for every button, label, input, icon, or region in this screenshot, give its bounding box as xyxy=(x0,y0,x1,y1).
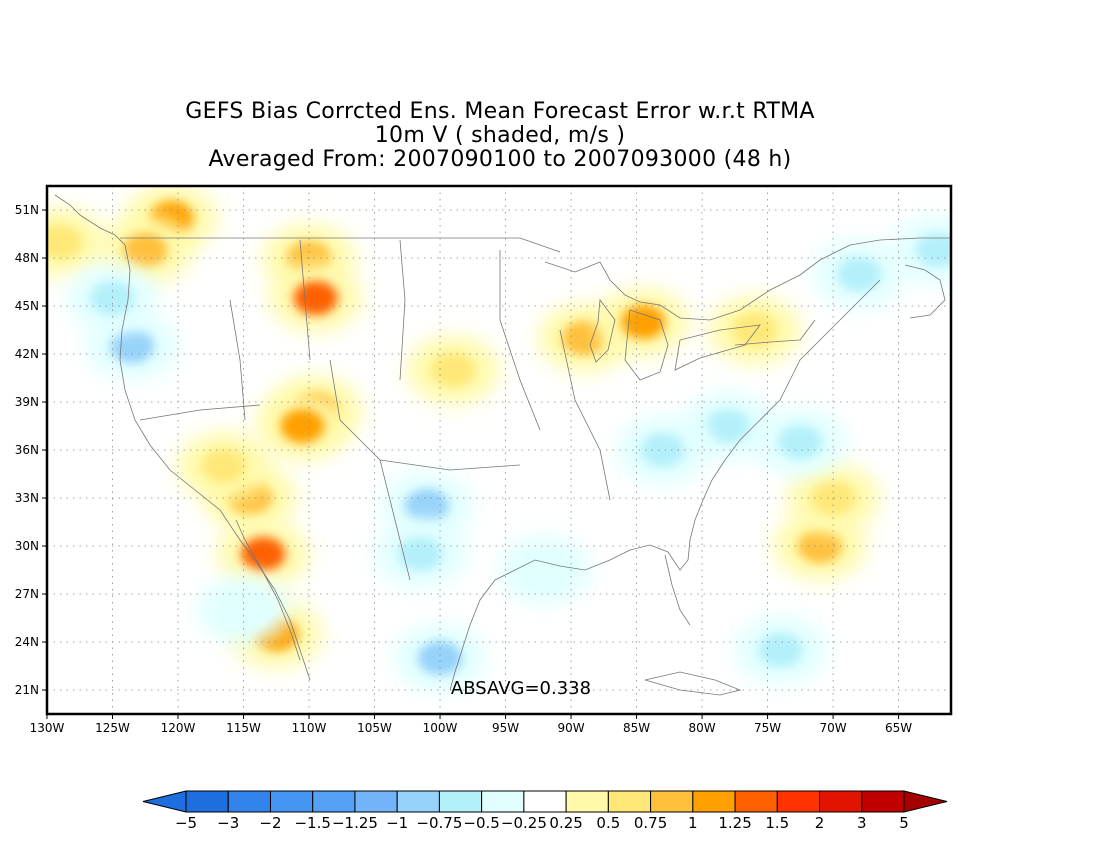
anomaly-core xyxy=(797,529,842,563)
lat-label: 27N xyxy=(15,587,39,601)
lon-label: 110W xyxy=(292,721,327,735)
anomaly-core xyxy=(47,225,83,259)
lat-label: 36N xyxy=(15,443,39,457)
lon-label: 100W xyxy=(423,721,458,735)
colorbar-label: −1.5 xyxy=(294,814,330,832)
map-field xyxy=(47,186,951,714)
lon-label: 65W xyxy=(885,721,912,735)
colorbar-label: −0.25 xyxy=(501,814,547,832)
colorbar-swatch xyxy=(354,790,398,813)
lon-label: 90W xyxy=(557,721,584,735)
colorbar-label: 1.5 xyxy=(765,814,789,832)
colorbar-swatch xyxy=(396,790,440,813)
colorbar-swatch xyxy=(185,790,229,813)
lat-label: 24N xyxy=(15,635,39,649)
colorbar xyxy=(142,790,948,813)
colorbar-label: 1.25 xyxy=(718,814,751,832)
lon-label: 70W xyxy=(820,721,847,735)
colorbar-label: 3 xyxy=(857,814,867,832)
anomaly-core xyxy=(431,353,476,387)
lon-label: 115W xyxy=(226,721,261,735)
anomaly-core xyxy=(201,449,246,483)
colorbar-label: −1.25 xyxy=(332,814,378,832)
anomaly-core xyxy=(293,281,338,315)
colorbar-swatch xyxy=(819,790,863,813)
lat-label: 45N xyxy=(15,299,39,313)
anomaly-core xyxy=(837,257,882,291)
lon-label: 85W xyxy=(623,721,650,735)
colorbar-label: −5 xyxy=(175,814,197,832)
longitude-labels: 130W 125W 120W 115W 110W 105W 100W 95W 90W 85W 80W… xyxy=(30,714,912,735)
anomaly-core xyxy=(621,305,666,339)
lat-label: 33N xyxy=(15,491,39,505)
lat-lon-grid xyxy=(47,186,951,714)
title-line-1: GEFS Bias Corrcted Ens. Mean Forecast Er… xyxy=(185,99,815,124)
colorbar-swatch xyxy=(269,790,314,813)
anomaly-core xyxy=(778,425,823,459)
colorbar-label: 0.75 xyxy=(634,814,667,832)
anomaly-core xyxy=(241,537,286,571)
colorbar-swatch xyxy=(227,790,271,813)
colorbar-labels: −5 −3 −2 −1.5 −1.25 −1 −0.75 −0.5 −0.25 0.25 0.5 0.… xyxy=(175,814,909,832)
anomaly-core xyxy=(706,409,751,443)
anomaly-core xyxy=(398,537,443,571)
lon-label: 125W xyxy=(95,721,130,735)
title-line-2: 10m V ( shaded, m/s ) xyxy=(374,123,626,148)
colorbar-swatch xyxy=(650,790,694,813)
lon-label: 105W xyxy=(357,721,392,735)
colorbar-label: 1 xyxy=(688,814,698,832)
colorbar-swatch xyxy=(861,790,905,813)
colorbar-label: −0.75 xyxy=(416,814,462,832)
anomaly-core xyxy=(640,433,685,467)
lon-label: 120W xyxy=(161,721,196,735)
anomaly-core xyxy=(732,313,777,347)
lat-label: 42N xyxy=(15,347,39,361)
colorbar-label: −0.5 xyxy=(463,814,499,832)
colorbar-swatch xyxy=(438,790,483,813)
colorbar-label: 5 xyxy=(899,814,909,832)
lon-label: 75W xyxy=(754,721,781,735)
anomaly-core xyxy=(404,489,449,523)
lon-label: 95W xyxy=(492,721,519,735)
colorbar-swatch xyxy=(523,790,567,813)
lat-label: 21N xyxy=(15,683,39,697)
colorbar-label: −3 xyxy=(217,814,239,832)
anomaly-core xyxy=(123,233,168,267)
colorbar-swatch xyxy=(734,790,778,813)
anomaly-core xyxy=(110,329,155,363)
colorbar-label: 0.25 xyxy=(549,814,582,832)
anomaly-layer xyxy=(47,186,951,692)
colorbar-swatch xyxy=(692,790,736,813)
lat-label: 30N xyxy=(15,539,39,553)
colorbar-swatch xyxy=(312,790,356,813)
colorbar-label: −2 xyxy=(259,814,281,832)
colorbar-label: 2 xyxy=(815,814,825,832)
anomaly-core xyxy=(522,553,567,587)
absavg-label: ABSAVG=0.338 xyxy=(451,678,591,699)
anomaly-core xyxy=(758,633,803,667)
lat-label: 39N xyxy=(15,395,39,409)
colorbar-label: −1 xyxy=(386,814,408,832)
lat-label: 51N xyxy=(15,203,39,217)
colorbar-max-arrow xyxy=(903,790,948,813)
anomaly-core xyxy=(915,233,951,267)
anomaly-core xyxy=(418,641,463,675)
colorbar-label: 0.5 xyxy=(596,814,620,832)
lat-label: 48N xyxy=(15,251,39,265)
coastlines xyxy=(54,194,950,696)
latitude-labels: 51N 48N 45N 42N 39N 36N 33N 30N 27N 24N 21N xyxy=(15,203,47,697)
colorbar-swatch xyxy=(565,790,609,813)
colorbar-swatch xyxy=(776,790,821,813)
title-line-3: Averaged From: 2007090100 to 2007093000 … xyxy=(208,147,792,172)
colorbar-swatch xyxy=(607,790,652,813)
anomaly-core xyxy=(280,409,325,443)
lon-label: 80W xyxy=(689,721,716,735)
colorbar-swatch xyxy=(481,790,525,813)
map-title-block: GEFS Bias Corrcted Ens. Mean Forecast Er… xyxy=(0,100,1000,172)
colorbar-min-arrow xyxy=(142,790,187,813)
lon-label: 130W xyxy=(30,721,65,735)
